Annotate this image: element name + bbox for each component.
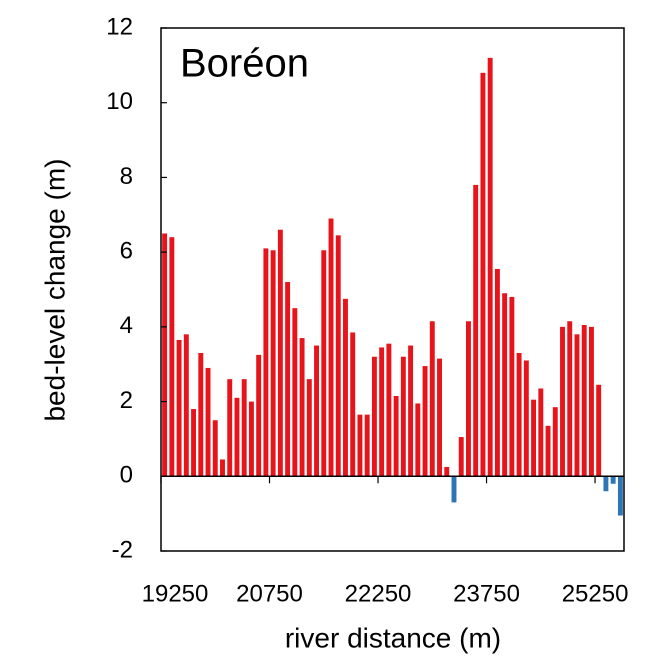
bar [466,321,471,477]
bar [343,298,348,477]
x-tick-label: 20750 [236,580,303,607]
bar [335,235,341,477]
y-tick-label: -2 [112,536,133,563]
bar [567,321,573,477]
bar [299,338,305,477]
bar [480,72,486,477]
bar [169,237,175,477]
bar [502,293,508,477]
bar [451,476,457,503]
bar [263,248,269,477]
bar [162,233,168,477]
bar [437,358,442,477]
bar [523,360,529,477]
x-tick-label: 25250 [562,580,629,607]
bar [379,347,385,477]
bar [306,379,312,477]
bar [191,409,197,477]
y-axis-label: bed-level change (m) [39,158,70,421]
bar [241,379,247,477]
bar [487,57,493,477]
bar [596,384,602,477]
bar [400,356,406,477]
bar [603,476,609,492]
y-tick-label: 2 [120,387,133,414]
bar [617,476,623,516]
y-tick-label: 6 [120,237,133,264]
y-tick-label: 4 [120,312,133,339]
x-axis-label: river distance (m) [285,622,501,653]
bar [393,395,399,477]
bar [285,282,291,477]
bar [371,356,377,477]
bar [248,401,254,477]
bar [610,476,616,484]
bar [220,459,225,477]
y-tick-label: 0 [120,462,133,489]
bar [588,326,594,477]
bar [531,399,537,477]
bar [494,268,500,477]
bar [458,437,464,477]
bar [292,308,298,477]
bar [198,353,204,477]
bar [473,184,479,477]
bar [212,420,218,477]
bar [350,332,356,477]
bar [581,324,587,477]
bar [574,334,580,477]
bar [256,354,262,477]
bar [357,414,363,477]
y-tick-label: 12 [106,13,133,40]
bar [408,345,414,477]
bar [444,466,450,477]
bar [270,250,276,477]
bar [545,425,551,477]
bar [422,366,428,477]
bar [386,343,392,477]
x-tick-label: 23750 [453,580,520,607]
y-tick-label: 10 [106,88,133,115]
bar [234,397,240,477]
x-tick-label: 22250 [345,580,412,607]
bar [509,296,515,477]
bar [516,353,522,477]
annotation: Boréon [180,42,309,86]
y-tick-label: 8 [120,163,133,190]
bar [183,334,189,477]
bar [415,403,421,477]
bar [205,367,211,477]
bar [321,250,327,477]
bar [538,388,544,477]
bar [560,326,565,477]
bar [277,229,283,477]
x-tick-label: 19250 [142,580,209,607]
bar [314,345,319,477]
bar [227,379,233,477]
bar [429,321,435,477]
bar [552,407,558,477]
bar [176,339,182,477]
plot-frame [160,27,625,552]
bar [328,218,334,477]
bar [364,414,370,477]
